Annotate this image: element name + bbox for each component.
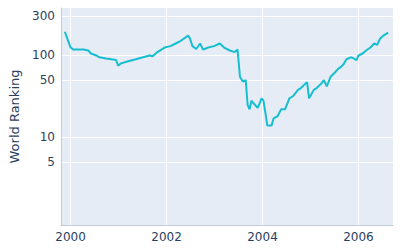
svg-text:10: 10 (40, 130, 55, 144)
svg-text:2002: 2002 (151, 230, 182, 244)
svg-text:50: 50 (40, 73, 55, 87)
svg-text:2004: 2004 (247, 230, 278, 244)
svg-text:300: 300 (32, 9, 55, 23)
svg-text:2000: 2000 (55, 230, 86, 244)
svg-text:2006: 2006 (343, 230, 374, 244)
svg-text:World Ranking: World Ranking (7, 70, 22, 164)
svg-text:100: 100 (32, 48, 55, 62)
svg-text:5: 5 (47, 155, 55, 169)
